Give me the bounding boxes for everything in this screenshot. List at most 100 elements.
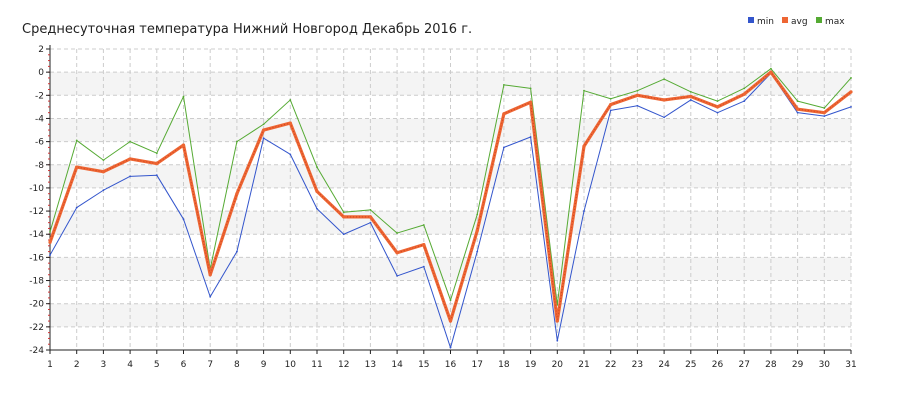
series-lines	[48, 67, 853, 349]
data-point-avg	[235, 192, 239, 196]
legend-label-avg: avg	[791, 17, 808, 27]
data-point-max	[716, 100, 719, 102]
data-point-min	[503, 146, 505, 149]
data-point-min	[449, 346, 452, 349]
x-tick-label: 18	[498, 360, 510, 370]
data-point-avg	[448, 319, 453, 323]
data-point-avg	[689, 94, 693, 99]
data-point-avg	[662, 98, 666, 102]
x-tick-label: 7	[207, 360, 213, 370]
data-point-avg	[529, 100, 533, 104]
data-point-avg	[796, 107, 800, 111]
data-point-max	[75, 139, 78, 142]
x-tick-label: 22	[605, 360, 616, 370]
data-point-min	[556, 339, 559, 342]
data-point-avg	[395, 251, 399, 255]
plot-band	[50, 211, 851, 235]
data-point-avg	[582, 144, 586, 148]
data-point-avg	[742, 92, 746, 96]
x-tick-label: 20	[552, 360, 564, 370]
data-point-avg	[101, 170, 105, 174]
data-point-min	[583, 210, 585, 212]
x-tick-label: 10	[285, 360, 297, 370]
data-point-max	[529, 87, 532, 90]
data-point-avg	[48, 240, 52, 244]
x-tick-label: 23	[632, 360, 643, 370]
legend-label-min: min	[757, 17, 774, 27]
data-point-avg	[181, 143, 186, 147]
data-point-max	[743, 87, 746, 90]
x-tick-label: 19	[525, 360, 537, 370]
data-point-min	[75, 206, 78, 209]
data-point-max	[449, 299, 452, 302]
y-tick-label: -12	[29, 207, 44, 217]
data-point-min	[609, 109, 612, 112]
data-point-min	[316, 207, 318, 210]
data-point-min	[716, 111, 719, 114]
x-tick-label: 27	[738, 360, 749, 370]
data-point-avg	[715, 105, 720, 109]
legend-swatch-min	[748, 17, 754, 23]
data-point-max	[850, 77, 852, 79]
data-point-avg	[315, 189, 319, 193]
data-point-avg	[822, 111, 826, 115]
plot-band	[50, 72, 851, 96]
tick-labels: 20-2-4-6-8-10-12-14-16-18-20-22-241 2 3 4 5 6…	[29, 45, 856, 370]
y-tick-label: -18	[29, 277, 44, 287]
data-point-min	[129, 175, 132, 178]
data-point-min	[796, 111, 799, 114]
x-tick-label: 28	[765, 360, 777, 370]
data-point-min	[209, 295, 212, 298]
data-point-avg	[75, 165, 79, 169]
data-point-avg	[288, 121, 292, 125]
x-tick-label: 3	[101, 360, 107, 370]
data-point-avg	[849, 90, 853, 94]
data-point-min	[102, 189, 105, 192]
x-tick-label: 14	[391, 360, 403, 370]
data-point-min	[342, 233, 345, 236]
data-point-max	[396, 232, 398, 234]
y-tick-label: -22	[29, 323, 44, 333]
data-point-avg	[128, 157, 132, 161]
x-tick-label: 4	[127, 360, 133, 370]
data-point-min	[262, 137, 265, 140]
y-tick-label: -16	[29, 253, 44, 263]
plot-band	[50, 118, 851, 142]
data-point-max	[342, 211, 345, 214]
x-tick-label: 13	[365, 360, 376, 370]
data-point-avg	[208, 273, 212, 277]
data-point-max	[155, 152, 158, 155]
data-point-min	[369, 221, 372, 224]
y-tick-label: -14	[29, 230, 44, 240]
y-tick-label: -2	[35, 91, 44, 101]
data-point-max	[236, 140, 238, 143]
data-point-avg	[342, 215, 346, 219]
data-point-max	[49, 231, 51, 233]
data-point-max	[823, 107, 826, 109]
data-point-max	[129, 140, 132, 143]
data-point-min	[49, 254, 51, 256]
data-point-max	[583, 89, 585, 92]
y-tick-label: -8	[35, 161, 44, 171]
data-point-avg	[262, 128, 266, 132]
data-point-min	[689, 99, 692, 101]
legend-label-max: max	[825, 17, 845, 27]
data-point-min	[422, 265, 425, 268]
x-tick-label: 21	[578, 360, 589, 370]
x-tick-label: 5	[154, 360, 160, 370]
x-tick-label: 11	[311, 360, 322, 370]
data-point-avg	[635, 93, 640, 97]
x-tick-label: 2	[74, 360, 80, 370]
data-point-max	[262, 123, 265, 126]
data-point-min	[396, 275, 398, 277]
data-point-max	[369, 209, 372, 211]
x-tick-label: 31	[845, 360, 856, 370]
data-point-avg	[555, 319, 559, 323]
data-point-max	[636, 89, 639, 92]
y-tick-label: -20	[29, 300, 44, 310]
data-point-min	[636, 104, 639, 107]
data-point-max	[503, 83, 505, 86]
data-point-avg	[475, 229, 479, 233]
data-point-max	[102, 159, 105, 162]
x-tick-label: 24	[658, 360, 670, 370]
